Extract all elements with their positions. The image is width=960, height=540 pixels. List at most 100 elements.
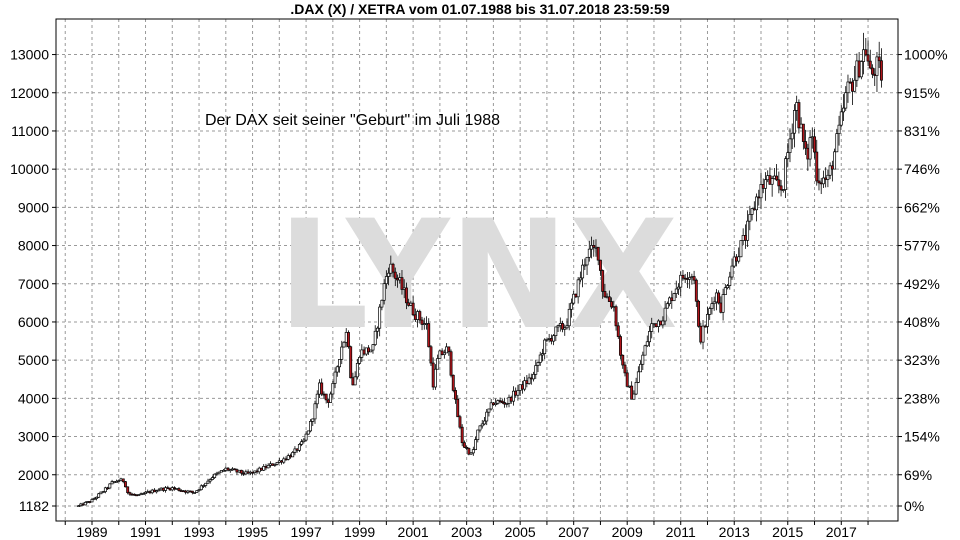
candle-up: [496, 400, 500, 404]
candle-down: [498, 400, 502, 402]
candle-down: [806, 147, 810, 160]
candle-up: [661, 320, 665, 326]
plot-frame: [55, 18, 899, 522]
candle-up: [565, 325, 569, 329]
candle-down: [88, 501, 92, 503]
candle-up: [144, 491, 147, 494]
candle-up: [708, 308, 712, 315]
candle-up: [433, 368, 437, 388]
candle-up: [313, 403, 317, 420]
candle-down: [703, 325, 707, 328]
candle-up: [387, 272, 391, 277]
candle-down: [592, 245, 596, 248]
candle-up: [110, 481, 114, 485]
candle-down: [857, 60, 861, 78]
y-right-tick-label: 154%: [904, 429, 940, 445]
candle-up: [389, 263, 393, 274]
candle-up: [150, 489, 154, 494]
candle-up: [141, 493, 145, 495]
candle-up: [438, 350, 442, 359]
candle-up: [759, 184, 763, 199]
candle-down: [514, 390, 518, 396]
y-right-tick-label: 577%: [904, 238, 940, 254]
candle-down: [271, 463, 275, 466]
candle-up: [273, 464, 277, 466]
candle-up: [108, 483, 112, 489]
candle-down: [817, 180, 821, 184]
candle-up: [425, 323, 428, 325]
candle-up: [371, 344, 375, 351]
x-tick-label: 2013: [719, 524, 750, 540]
x-tick-label: 2001: [398, 524, 429, 540]
candle-up: [739, 240, 743, 258]
candle-down: [819, 182, 823, 185]
candle-up: [552, 335, 556, 342]
candle-down: [391, 263, 395, 273]
candle-up: [206, 480, 210, 484]
candle-up: [563, 327, 567, 330]
x-tick-label: 2017: [826, 524, 857, 540]
candle-up: [507, 396, 511, 404]
candle-up: [518, 384, 522, 391]
y-right-tick-label: 915%: [904, 85, 940, 101]
candle-down: [868, 60, 872, 69]
candle-up: [543, 339, 547, 354]
candle-up: [237, 469, 241, 473]
candle-up: [772, 175, 776, 179]
candle-down: [879, 60, 883, 81]
x-tick-label: 1995: [237, 524, 268, 540]
candle-down: [692, 276, 696, 281]
candle-up: [86, 501, 89, 503]
y-right-tick-label: 746%: [904, 161, 940, 177]
y-left-tick-label: 3000: [18, 429, 49, 445]
candle-down: [871, 67, 874, 75]
candle-up: [416, 311, 420, 320]
y-right-tick-label: 238%: [904, 390, 940, 406]
candle-up: [846, 81, 850, 94]
candle-up: [764, 179, 767, 189]
candle-down: [460, 426, 464, 444]
candle-up: [115, 480, 118, 483]
candle-down: [190, 490, 194, 493]
candle-up: [706, 314, 709, 327]
candle-down: [226, 467, 230, 471]
candle-up: [213, 473, 217, 478]
candle-down: [465, 447, 469, 449]
candle-up: [95, 496, 98, 499]
x-tick-label: 1991: [130, 524, 161, 540]
candle-down: [347, 332, 350, 348]
candle-down: [699, 325, 703, 343]
candle-down: [824, 177, 828, 180]
candle-down: [694, 279, 698, 302]
candle-up: [282, 458, 286, 463]
candle-down: [264, 466, 268, 469]
candle-down: [619, 336, 622, 356]
candle-up: [286, 455, 290, 460]
x-tick-label: 2003: [451, 524, 482, 540]
candle-up: [554, 326, 558, 336]
candle-up: [674, 288, 678, 294]
candle-down: [404, 287, 408, 304]
y-left-tick-label: 6000: [18, 314, 49, 330]
candle-up: [139, 493, 143, 496]
candle-up: [445, 346, 449, 354]
candle-up: [199, 485, 203, 491]
candle-up: [469, 452, 473, 455]
candle-down: [179, 490, 183, 492]
candle-up: [257, 467, 261, 473]
candle-up: [222, 469, 226, 472]
x-tick-label: 2005: [505, 524, 536, 540]
candle-up: [512, 390, 515, 402]
x-tick-label: 1999: [344, 524, 375, 540]
candle-up: [612, 306, 616, 309]
candle-down: [440, 350, 444, 355]
candle-up: [790, 132, 794, 140]
y-left-tick-label: 8000: [18, 238, 49, 254]
candle-down: [152, 489, 156, 493]
candle-up: [137, 494, 141, 496]
candle-up: [311, 418, 315, 422]
candle-up: [146, 491, 150, 493]
candle-up: [766, 175, 770, 181]
y-left-tick-label: 10000: [10, 161, 49, 177]
candle-up: [842, 107, 845, 113]
